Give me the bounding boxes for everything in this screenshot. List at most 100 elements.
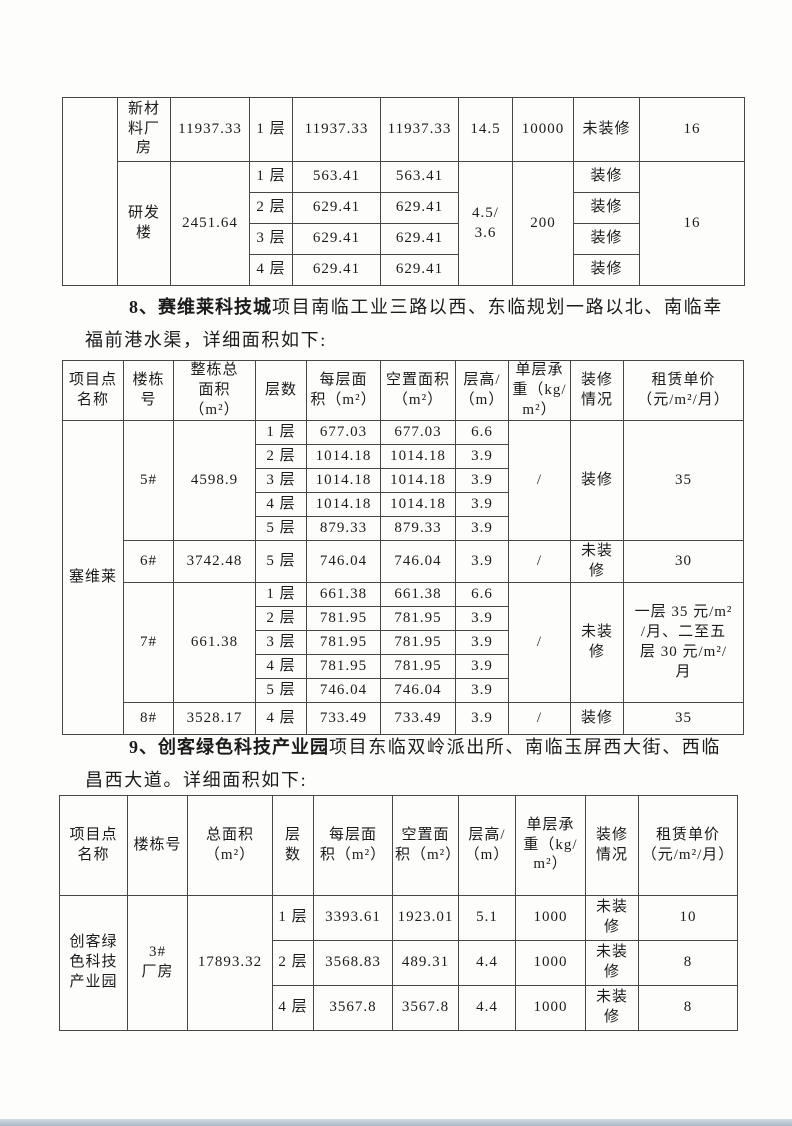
section-9-heading: 9、创客绿色科技产业园项目东临双岭派出所、南临玉屏西大街、西临 昌西大道。详细面… <box>57 731 763 797</box>
header-load: 单层承 重（kg/ m²） <box>508 359 571 422</box>
cell-load: 200 <box>512 161 574 286</box>
cell-price: 8 <box>638 985 738 1031</box>
cell-total-area: 17893.32 <box>187 895 273 1031</box>
cell-floor-area: 11937.33 <box>292 97 381 162</box>
cell-floor-area: 879.33 <box>306 516 381 542</box>
header-vacant-area: 空置面 积（m²） <box>392 795 459 896</box>
cell-vacant-area: 489.31 <box>392 940 459 986</box>
header-floor-height: 层高/ （m） <box>455 359 509 422</box>
cell-vacant-area: 629.41 <box>380 192 459 224</box>
cell-vacant-area: 1014.18 <box>380 468 456 494</box>
cell-floor: 1 层 <box>249 161 293 193</box>
section-8-title-rest: 项目南临工业三路以西、东临规划一路以北、南临幸 <box>272 297 723 317</box>
cell-total-area: 3528.17 <box>173 702 256 736</box>
cell-vacant-area: 781.95 <box>380 654 456 680</box>
cell-total-area: 4598.9 <box>173 420 256 542</box>
cell-floor-area: 661.38 <box>306 582 381 608</box>
cell-decoration: 装修 <box>573 192 640 224</box>
cell-floor: 3 层 <box>255 630 307 656</box>
cell-decoration: 未装 修 <box>570 540 624 584</box>
cell-total-area: 11937.33 <box>170 97 250 162</box>
cell-floor-area: 781.95 <box>306 630 381 656</box>
cell-floor: 1 层 <box>249 97 293 162</box>
cell-floor-area: 733.49 <box>306 702 381 736</box>
cell-vacant-area: 879.33 <box>380 516 456 542</box>
table-chuangke: 项目点 名称 楼栋号 总面积 （m²） 层 数 每层面 积（m²） 空置面 积（… <box>59 795 738 1031</box>
cell-vacant-area: 11937.33 <box>380 97 459 162</box>
header-floors: 层 数 <box>272 795 314 896</box>
header-site-name: 项目点 名称 <box>59 795 128 896</box>
table-saiweilai: 项目点 名称 楼栋 号 整栋总 面积 （m²） 层数 每层面 积（m²） 空置面… <box>62 359 744 736</box>
cell-vacant-area: 1014.18 <box>380 492 456 518</box>
cell-floor-height: 6.6 <box>455 420 509 446</box>
cell-floor: 2 层 <box>249 192 293 224</box>
cell-price: 一层 35 元/m² /月、二至五 层 30 元/m²/ 月 <box>623 582 744 704</box>
cell-floor: 5 层 <box>255 516 307 542</box>
section-8-heading-line2: 福前港水渠，详细面积如下: <box>85 330 327 350</box>
cell-load: / <box>508 582 571 704</box>
cell-decoration: 装修 <box>573 161 640 193</box>
cell-vacant-area: 746.04 <box>380 678 456 704</box>
section-9-title-rest: 项目东临双岭派出所、南临玉屏西大街、西临 <box>329 737 721 757</box>
cell-floor-area: 629.41 <box>292 254 381 286</box>
header-load: 单层承 重（kg/ m²） <box>515 795 586 896</box>
cell-building-name: 新材 料厂 房 <box>117 97 171 162</box>
cell-floor: 3 层 <box>255 468 307 494</box>
cell-vacant-area: 3567.8 <box>392 985 459 1031</box>
cell-floor-area: 781.95 <box>306 606 381 632</box>
cell-building-no: 3# 厂房 <box>127 895 188 1031</box>
cell-decoration: 装修 <box>573 254 640 286</box>
cell-vacant-area: 781.95 <box>380 606 456 632</box>
cell-price: 35 <box>623 702 744 736</box>
cell-load: 1000 <box>515 895 586 941</box>
cell-site-name: 创客绿 色科技 产业园 <box>59 895 128 1031</box>
cell-floor-height: 3.9 <box>455 654 509 680</box>
window-bottom-edge <box>0 1119 792 1126</box>
section-9-title: 9、创客绿色科技产业园 <box>129 737 329 757</box>
cell-floor-height: 3.9 <box>455 702 509 736</box>
cell-floor-area: 1014.18 <box>306 444 381 470</box>
header-site-name: 项目点 名称 <box>62 359 124 422</box>
cell-vacant-area: 781.95 <box>380 630 456 656</box>
cell-decoration: 装修 <box>570 702 624 736</box>
cell-total-area: 661.38 <box>173 582 256 704</box>
header-total-area: 总面积 （m²） <box>187 795 273 896</box>
cell-vacant-area: 746.04 <box>380 540 456 584</box>
cell-price: 8 <box>638 940 738 986</box>
cell-floor-area: 3567.8 <box>313 985 393 1031</box>
header-total-area: 整栋总 面积 （m²） <box>173 359 256 422</box>
cell-building-no: 7# <box>123 582 174 704</box>
header-floor-area: 每层面 积（m²） <box>306 359 381 422</box>
header-floor-area: 每层面 积（m²） <box>313 795 393 896</box>
cell-floor-height: 3.9 <box>455 444 509 470</box>
cell-total-area: 2451.64 <box>170 161 250 286</box>
section-8-title: 8、赛维莱科技城 <box>129 297 272 317</box>
cell-decoration: 未装 修 <box>570 582 624 704</box>
cell-floor-height: 4.4 <box>458 985 516 1031</box>
cell-floor: 4 层 <box>249 254 293 286</box>
cell-floor: 2 层 <box>255 444 307 470</box>
cell-floor: 4 层 <box>255 492 307 518</box>
section-9-heading-line2: 昌西大道。详细面积如下: <box>85 770 308 790</box>
cell-vacant-area: 733.49 <box>380 702 456 736</box>
cell-floor: 2 层 <box>272 940 314 986</box>
header-floors: 层数 <box>255 359 307 422</box>
cell-price: 30 <box>623 540 744 584</box>
cell-floor-area: 3568.83 <box>313 940 393 986</box>
cell-floor-area: 781.95 <box>306 654 381 680</box>
cell-floor: 1 层 <box>272 895 314 941</box>
cell-floor-height: 3.9 <box>455 630 509 656</box>
cell-floor-area: 746.04 <box>306 540 381 584</box>
cell-floor: 4 层 <box>255 654 307 680</box>
cell-load: / <box>508 420 571 542</box>
cell-floor-height: 14.5 <box>458 97 513 162</box>
cell-building-no: 5# <box>123 420 174 542</box>
cell-decoration: 装修 <box>570 420 624 542</box>
cell-floor: 4 层 <box>272 985 314 1031</box>
cell-price: 16 <box>639 161 745 286</box>
cell-vacant-area: 563.41 <box>380 161 459 193</box>
cell-floor-area: 1014.18 <box>306 492 381 518</box>
cell-vacant-area: 1923.01 <box>392 895 459 941</box>
cell-floor-height: 4.4 <box>458 940 516 986</box>
header-price: 租赁单价 （元/m²/月） <box>623 359 744 422</box>
